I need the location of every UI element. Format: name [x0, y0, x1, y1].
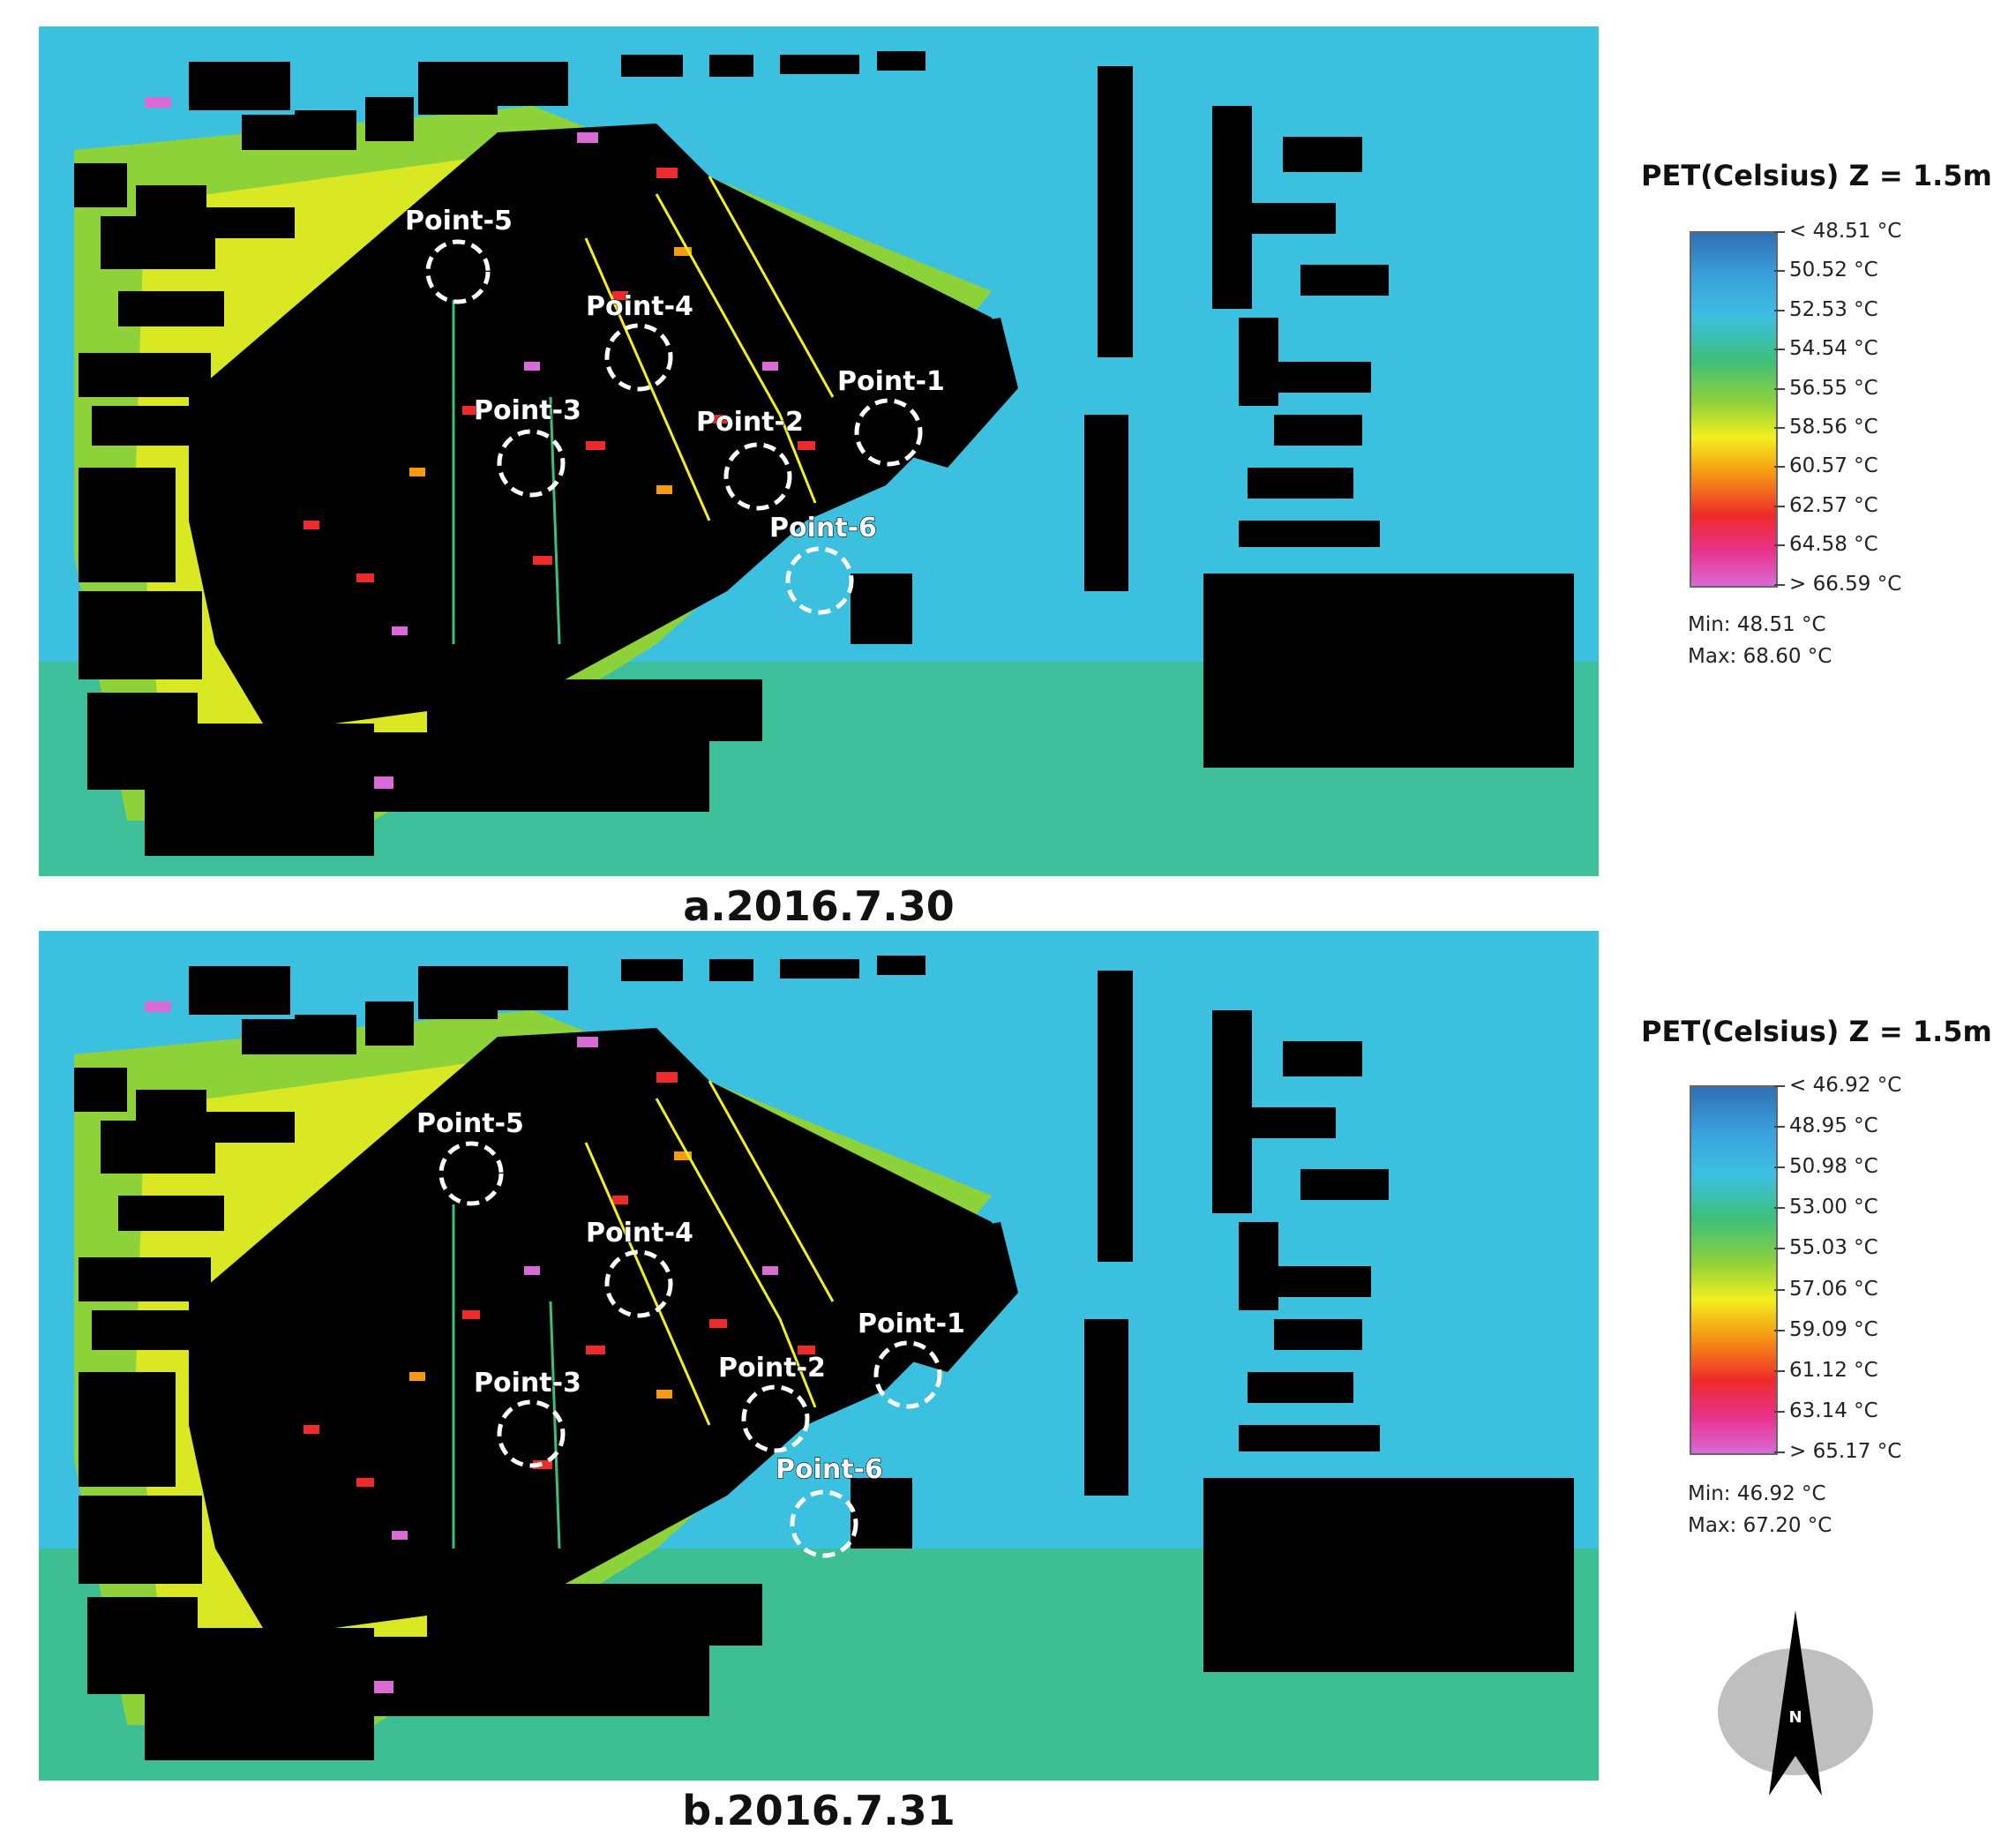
pet-map-svg-a: Point-5 Point-4 Point-3 Point-2 Point-1 … — [39, 26, 1599, 876]
point-3-label: Point-3 — [474, 395, 581, 426]
point-3-label: Point-3 — [474, 1368, 581, 1399]
panel-b: Point-5 Point-4 Point-3 Point-2 Point-1 … — [0, 904, 2016, 1834]
tick-label: 50.52 °C — [1789, 259, 1878, 281]
tick-label: 53.00 °C — [1789, 1196, 1878, 1219]
compass-label: N — [1788, 1708, 1802, 1727]
street-lines — [584, 1080, 835, 1426]
point-4-marker — [604, 323, 673, 392]
tick-label: 54.54 °C — [1789, 337, 1878, 360]
tick-label: 57.06 °C — [1789, 1278, 1878, 1301]
pet-map-a: Point-5 Point-4 Point-3 Point-2 Point-1 … — [39, 26, 1599, 876]
tick-label: 55.03 °C — [1789, 1236, 1878, 1259]
point-6-label: Point-6 — [769, 513, 877, 544]
legend-max-b: Max: 67.20 °C — [1688, 1514, 1832, 1537]
tick-label: 63.14 °C — [1789, 1399, 1878, 1422]
pet-map-b: Point-5 Point-4 Point-3 Point-2 Point-1 … — [39, 931, 1599, 1781]
building-footprints — [74, 51, 1574, 856]
panel-a: Point-5 Point-4 Point-3 Point-2 Point-1 … — [0, 0, 2016, 930]
survey-point-markers — [425, 239, 923, 615]
tick-label: 64.58 °C — [1789, 533, 1878, 556]
compass-arrow — [1769, 1610, 1822, 1796]
tick-label: 61.12 °C — [1789, 1359, 1878, 1382]
green-lines — [452, 1204, 561, 1549]
point-5-label: Point-5 — [405, 206, 513, 236]
point-3-marker — [497, 429, 566, 498]
pet-map-svg-b: Point-5 Point-4 Point-3 Point-2 Point-1 … — [39, 931, 1599, 1781]
central-block — [189, 1028, 1018, 1637]
caption-b: b.2016.7.31 — [682, 1787, 956, 1834]
tick-label: 62.57 °C — [1789, 494, 1878, 517]
tick-label: < 48.51 °C — [1789, 220, 1902, 243]
point-2-label: Point-2 — [718, 1353, 826, 1384]
green-lines — [452, 300, 561, 645]
tick-label: 60.57 °C — [1789, 454, 1878, 477]
point-2-marker — [741, 1384, 810, 1453]
tick-label: 58.56 °C — [1789, 416, 1878, 439]
point-6-marker — [785, 546, 854, 615]
point-1-label: Point-1 — [858, 1309, 965, 1339]
legend-minmax-b: Min: 46.92 °C Max: 67.20 °C — [1688, 1478, 1832, 1541]
legend-title-a: PET(Celsius) Z = 1.5m — [1641, 159, 1992, 192]
building-footprints — [74, 956, 1574, 1760]
tick-label: 48.95 °C — [1789, 1114, 1878, 1137]
point-4-marker — [604, 1249, 673, 1318]
tick-label: 50.98 °C — [1789, 1155, 1878, 1178]
point-1-label: Point-1 — [837, 366, 945, 397]
point-4-label: Point-4 — [586, 1218, 693, 1249]
point-2-label: Point-2 — [696, 407, 804, 438]
point-4-label: Point-4 — [586, 291, 693, 322]
legend-title-b: PET(Celsius) Z = 1.5m — [1641, 1015, 1992, 1048]
point-2-marker — [723, 442, 792, 511]
central-block — [189, 124, 1018, 732]
tick-label: < 46.92 °C — [1789, 1074, 1902, 1097]
point-1-marker — [854, 398, 923, 467]
hot-spots — [145, 97, 815, 789]
hot-spots — [145, 1001, 815, 1693]
tick-label: 52.53 °C — [1789, 298, 1878, 321]
tick-label: 56.55 °C — [1789, 377, 1878, 400]
legend-min-a: Min: 48.51 °C — [1688, 613, 1826, 636]
point-5-marker — [438, 1141, 504, 1206]
point-5-marker — [425, 239, 491, 304]
point-5-label: Point-5 — [416, 1108, 524, 1139]
caption-a: a.2016.7.30 — [683, 882, 955, 930]
point-1-marker — [873, 1340, 942, 1409]
tick-label: > 65.17 °C — [1789, 1440, 1902, 1463]
north-arrow-icon: N — [1707, 1606, 1884, 1812]
survey-point-markers — [438, 1141, 942, 1558]
point-3-marker — [497, 1399, 566, 1468]
tick-label: 59.09 °C — [1789, 1318, 1878, 1341]
point-6-label: Point-6 — [776, 1454, 883, 1485]
point-6-marker — [790, 1489, 858, 1558]
legend-min-b: Min: 46.92 °C — [1688, 1482, 1826, 1505]
street-lines — [584, 176, 835, 521]
legend-minmax-a: Min: 48.51 °C Max: 68.60 °C — [1688, 609, 1832, 672]
colorbar-a — [1690, 231, 1778, 588]
colorbar-b — [1690, 1085, 1778, 1455]
tick-label: > 66.59 °C — [1789, 573, 1902, 596]
legend-max-a: Max: 68.60 °C — [1688, 645, 1832, 668]
